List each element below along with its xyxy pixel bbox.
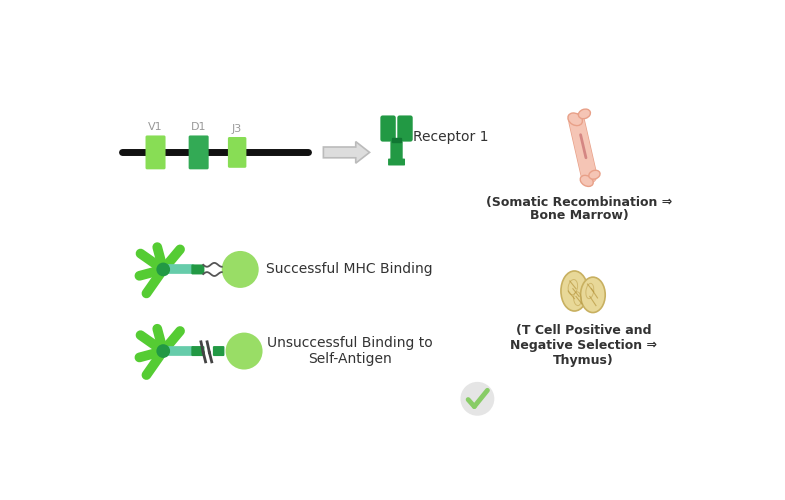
Ellipse shape: [580, 176, 593, 186]
Circle shape: [157, 264, 170, 276]
FancyBboxPatch shape: [192, 346, 204, 356]
Circle shape: [177, 328, 183, 334]
Text: Unsuccessful Binding to
Self-Antigen: Unsuccessful Binding to Self-Antigen: [267, 336, 433, 366]
FancyBboxPatch shape: [228, 137, 246, 168]
Bar: [392, 138, 401, 142]
Text: V1: V1: [148, 122, 162, 132]
Text: D1: D1: [191, 122, 206, 132]
Circle shape: [144, 290, 149, 296]
Circle shape: [154, 326, 160, 332]
Circle shape: [137, 250, 144, 256]
Text: J3: J3: [232, 124, 243, 134]
Text: (T Cell Positive and
Negative Selection ⇒
Thymus): (T Cell Positive and Negative Selection …: [510, 324, 657, 367]
Circle shape: [137, 354, 143, 360]
Ellipse shape: [589, 170, 600, 179]
Ellipse shape: [579, 109, 590, 118]
Text: (Somatic Recombination ⇒: (Somatic Recombination ⇒: [486, 196, 672, 209]
Circle shape: [137, 272, 143, 279]
FancyBboxPatch shape: [388, 158, 405, 166]
FancyBboxPatch shape: [145, 136, 166, 170]
Circle shape: [461, 382, 495, 416]
FancyBboxPatch shape: [381, 116, 396, 141]
Text: Successful MHC Binding: Successful MHC Binding: [265, 262, 433, 276]
FancyBboxPatch shape: [213, 346, 225, 356]
FancyBboxPatch shape: [188, 136, 209, 170]
FancyBboxPatch shape: [397, 116, 413, 141]
Polygon shape: [323, 142, 370, 163]
Circle shape: [225, 332, 262, 370]
FancyBboxPatch shape: [192, 264, 204, 274]
Circle shape: [154, 244, 160, 250]
Circle shape: [221, 251, 259, 288]
Text: Receptor 1: Receptor 1: [414, 130, 489, 144]
Text: Bone Marrow): Bone Marrow): [530, 208, 629, 222]
Circle shape: [144, 372, 149, 378]
Ellipse shape: [561, 271, 588, 311]
Ellipse shape: [581, 277, 605, 312]
FancyBboxPatch shape: [390, 141, 403, 161]
Circle shape: [177, 246, 183, 252]
Ellipse shape: [568, 113, 582, 126]
Circle shape: [157, 345, 170, 357]
Circle shape: [137, 332, 144, 338]
